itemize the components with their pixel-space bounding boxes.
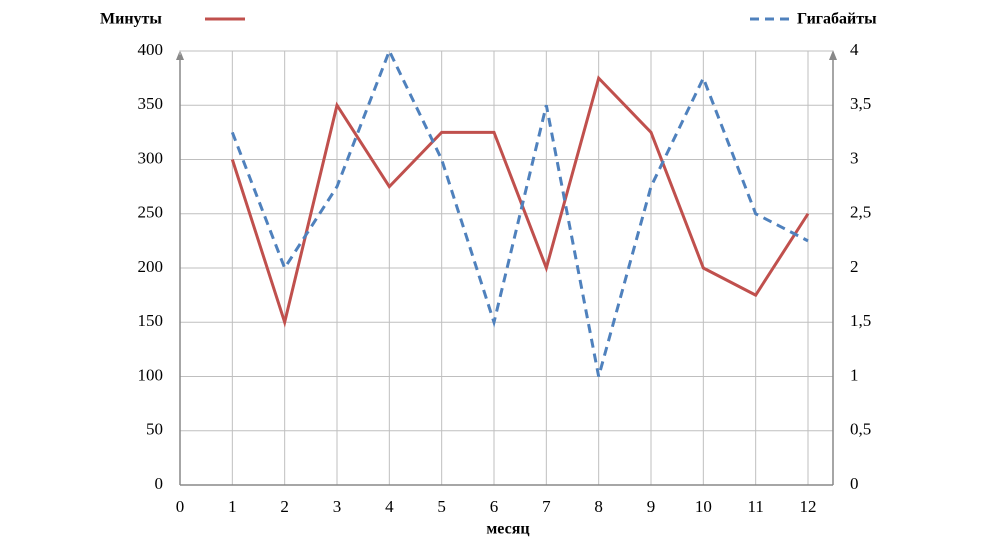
y-tick-label: 350: [138, 94, 164, 113]
y2-tick-label: 0: [850, 474, 859, 493]
x-tick-label: 5: [437, 497, 446, 516]
x-tick-label: 11: [747, 497, 763, 516]
legend-label: Гигабайты: [797, 11, 877, 28]
y-tick-label: 100: [138, 365, 164, 384]
y2-tick-label: 3,5: [850, 94, 871, 113]
x-tick-label: 3: [333, 497, 342, 516]
legend-label: Минуты: [100, 11, 162, 28]
y-tick-label: 400: [138, 40, 164, 59]
x-tick-label: 12: [800, 497, 817, 516]
y-tick-label: 250: [138, 203, 164, 222]
y2-tick-label: 2: [850, 257, 859, 276]
y-tick-label: 50: [146, 420, 163, 439]
y-tick-label: 200: [138, 257, 164, 276]
x-tick-label: 4: [385, 497, 394, 516]
y2-tick-label: 3: [850, 148, 859, 167]
y2-tick-label: 4: [850, 40, 859, 59]
y2-tick-label: 1,5: [850, 311, 871, 330]
y-tick-label: 0: [155, 474, 164, 493]
x-tick-label: 6: [490, 497, 499, 516]
y2-tick-label: 1: [850, 365, 859, 384]
data-line: [230, 75, 810, 328]
data-line: [230, 47, 809, 377]
x-axis-title: месяц: [486, 521, 529, 538]
y-tick-label: 150: [138, 311, 164, 330]
x-tick-label: 1: [228, 497, 237, 516]
x-tick-label: 7: [542, 497, 551, 516]
y2-tick-label: 2,5: [850, 203, 871, 222]
x-tick-label: 10: [695, 497, 712, 516]
y-tick-label: 300: [138, 148, 164, 167]
y2-tick-label: 0,5: [850, 420, 871, 439]
x-tick-label: 9: [647, 497, 656, 516]
x-tick-label: 0: [176, 497, 185, 516]
x-tick-label: 8: [594, 497, 603, 516]
x-tick-label: 2: [280, 497, 289, 516]
